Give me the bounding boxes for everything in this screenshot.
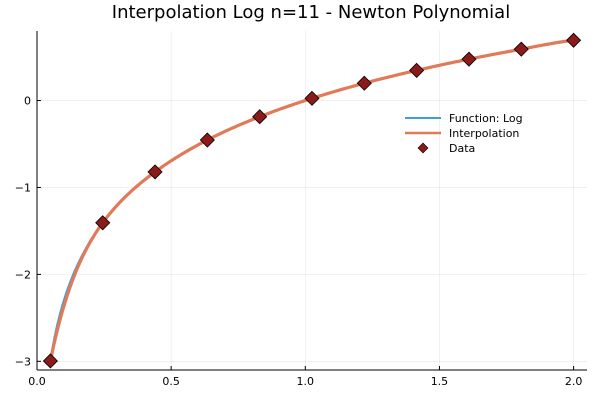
x-tick-label: 0.0 [28,375,46,388]
data-point [356,75,372,91]
legend-label: Data [449,142,475,155]
data-point [461,51,477,67]
y-tick-label: −3 [15,355,31,368]
data-point [199,132,215,148]
x-tick-label: 2.0 [565,375,583,388]
y-tick-label: −2 [15,268,31,281]
data-point [566,32,582,48]
series-layer [42,32,582,369]
data-point [42,353,58,369]
legend-swatch-data [417,142,429,154]
data-point [95,215,111,231]
legend-label: Interpolation [449,127,519,140]
chart-title: Interpolation Log n=11 - Newton Polynomi… [112,2,510,23]
y-tick-label: −1 [15,181,31,194]
x-tick-label: 1.5 [431,375,449,388]
data-point [147,164,163,180]
x-tick-label: 0.5 [162,375,180,388]
legend: Function: Log Interpolation Data [405,112,523,155]
data-point [304,90,320,106]
data-point [513,41,529,57]
data-point [409,62,425,78]
x-tick-label: 1.0 [297,375,315,388]
y-tick-label: 0 [24,95,31,108]
data-point [252,109,268,125]
legend-label: Function: Log [449,112,523,125]
axes: 0.0 0.5 1.0 1.5 2.0 −3 −2 −1 0 [15,31,587,388]
